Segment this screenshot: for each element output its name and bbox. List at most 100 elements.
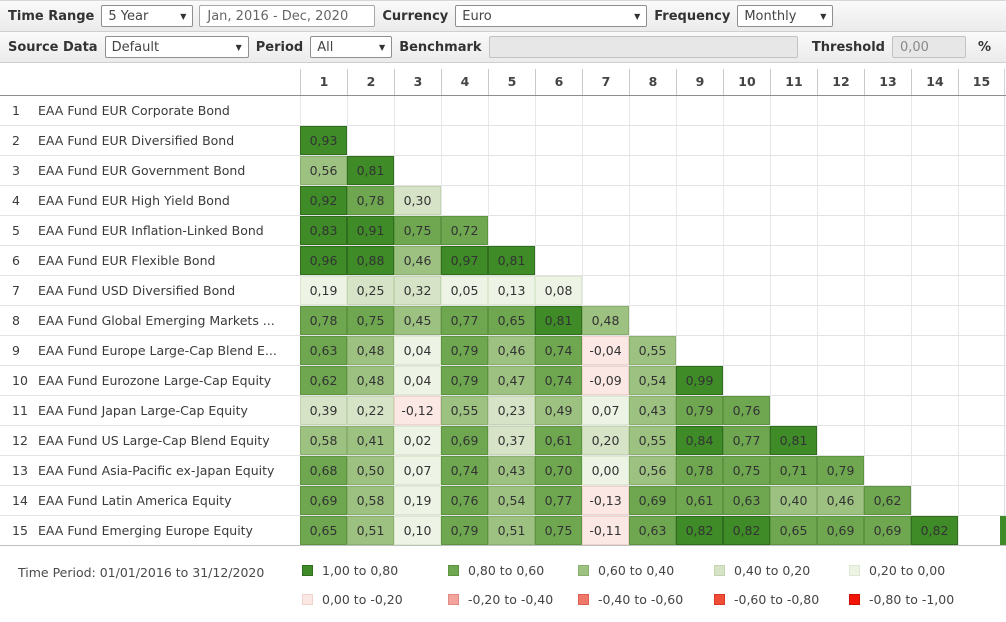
matrix-cell: -0,04 bbox=[582, 336, 629, 365]
matrix-cell: 0,93 bbox=[300, 126, 347, 155]
frequency-value: Monthly bbox=[744, 8, 797, 24]
time-range-select[interactable]: 5 Year ▼ bbox=[101, 5, 194, 27]
matrix-cell-empty bbox=[958, 336, 1005, 365]
matrix-cell: 0,91 bbox=[347, 216, 394, 245]
matrix-cell: 0,54 bbox=[488, 486, 535, 515]
date-range-value: Jan, 2016 - Dec, 2020 bbox=[207, 8, 349, 24]
matrix-cell: 0,65 bbox=[300, 516, 347, 545]
matrix-cell: 0,63 bbox=[629, 516, 676, 545]
period-label: Period bbox=[255, 39, 304, 55]
date-range-input[interactable]: Jan, 2016 - Dec, 2020 bbox=[199, 5, 376, 27]
matrix-cell-empty bbox=[911, 366, 958, 395]
frequency-label: Frequency bbox=[654, 8, 731, 24]
table-row: 4 EAA Fund EUR High Yield Bond 0,92 0,78 0,3… bbox=[0, 186, 1006, 216]
time-period-text: Time Period: 01/01/2016 to 31/12/2020 bbox=[18, 565, 265, 580]
matrix-cell: 0,45 bbox=[394, 306, 441, 335]
matrix-cell-empty bbox=[958, 126, 1005, 155]
benchmark-input[interactable] bbox=[488, 36, 798, 58]
threshold-label: Threshold bbox=[811, 39, 885, 55]
matrix-cell-empty bbox=[723, 96, 770, 125]
matrix-cell-empty bbox=[582, 276, 629, 305]
matrix-cell: 0,69 bbox=[629, 486, 676, 515]
matrix-cell-empty bbox=[441, 126, 488, 155]
matrix-cell-empty bbox=[958, 156, 1005, 185]
fund-row-label: 13 EAA Fund Asia-Pacific ex-Japan Equity bbox=[0, 456, 300, 485]
matrix-cell-empty bbox=[911, 426, 958, 455]
table-row: 6 EAA Fund EUR Flexible Bond 0,96 0,88 0,46 0… bbox=[0, 246, 1006, 276]
matrix-cell: 0,88 bbox=[347, 246, 394, 275]
matrix-cell-empty bbox=[629, 306, 676, 335]
matrix-cell-empty bbox=[911, 186, 958, 215]
fund-name: EAA Fund EUR Flexible Bond bbox=[38, 253, 216, 268]
matrix-cell: 0,08 bbox=[535, 276, 582, 305]
matrix-cell-empty bbox=[629, 246, 676, 275]
table-row: 1 EAA Fund EUR Corporate Bond bbox=[0, 96, 1006, 126]
matrix-cell-empty bbox=[676, 126, 723, 155]
matrix-cell: 0,76 bbox=[441, 486, 488, 515]
matrix-cell: 0,72 bbox=[441, 216, 488, 245]
chevron-down-icon: ▼ bbox=[820, 11, 827, 21]
fund-name: EAA Fund EUR High Yield Bond bbox=[38, 193, 230, 208]
row-number: 4 bbox=[12, 193, 20, 208]
matrix-cell-empty bbox=[629, 96, 676, 125]
matrix-cell-empty bbox=[488, 126, 535, 155]
column-header-2: 2 bbox=[347, 69, 394, 95]
matrix-cell-empty bbox=[723, 276, 770, 305]
matrix-cell-empty bbox=[676, 156, 723, 185]
period-select[interactable]: All ▼ bbox=[310, 36, 393, 58]
matrix-cell-empty bbox=[817, 306, 864, 335]
row-number: 9 bbox=[12, 343, 20, 358]
matrix-cell-empty bbox=[723, 216, 770, 245]
matrix-cell-empty bbox=[864, 456, 911, 485]
legend-label: 1,00 to 0,80 bbox=[322, 563, 399, 578]
matrix-cell-empty bbox=[300, 96, 347, 125]
fund-row-label: 1 EAA Fund EUR Corporate Bond bbox=[0, 96, 300, 125]
currency-label: Currency bbox=[382, 8, 449, 24]
currency-select[interactable]: Euro ▼ bbox=[455, 5, 648, 27]
matrix-cell: 0,75 bbox=[347, 306, 394, 335]
fund-name: EAA Fund Eurozone Large-Cap Equity bbox=[38, 373, 272, 388]
matrix-cell: 0,74 bbox=[535, 336, 582, 365]
matrix-cell-empty bbox=[394, 96, 441, 125]
column-header-4: 4 bbox=[441, 69, 488, 95]
matrix-cell-empty bbox=[582, 246, 629, 275]
fund-row-label: 10 EAA Fund Eurozone Large-Cap Equity bbox=[0, 366, 300, 395]
matrix-cell-empty bbox=[770, 186, 817, 215]
matrix-cell-empty bbox=[911, 246, 958, 275]
matrix-cell-empty bbox=[864, 366, 911, 395]
matrix-cell: 0,20 bbox=[582, 426, 629, 455]
legend-color-chip bbox=[448, 594, 459, 605]
matrix-cell-empty bbox=[441, 186, 488, 215]
matrix-cell-empty bbox=[676, 186, 723, 215]
matrix-cell: 0,63 bbox=[723, 486, 770, 515]
matrix-cell: 0,25 bbox=[347, 276, 394, 305]
fund-name: EAA Fund USD Diversified Bond bbox=[38, 283, 236, 298]
matrix-cell-empty bbox=[394, 156, 441, 185]
frequency-select[interactable]: Monthly ▼ bbox=[737, 5, 834, 27]
edge-cell-fragment bbox=[1000, 516, 1006, 545]
matrix-cell-empty bbox=[958, 216, 1005, 245]
matrix-cell-empty bbox=[864, 426, 911, 455]
matrix-cell-empty bbox=[958, 486, 1005, 515]
legend-item: 0,80 to 0,60 bbox=[448, 563, 578, 578]
column-header-1: 1 bbox=[300, 69, 347, 95]
matrix-cell: 0,48 bbox=[347, 336, 394, 365]
matrix-cell: 0,82 bbox=[911, 516, 958, 545]
matrix-cell-empty bbox=[582, 186, 629, 215]
matrix-cell-empty bbox=[911, 456, 958, 485]
matrix-cell: 0,23 bbox=[488, 396, 535, 425]
matrix-cell: 0,96 bbox=[300, 246, 347, 275]
legend-label: 0,60 to 0,40 bbox=[598, 563, 675, 578]
legend-label: -0,60 to -0,80 bbox=[734, 592, 820, 607]
matrix-cell: 0,77 bbox=[441, 306, 488, 335]
source-data-select[interactable]: Default ▼ bbox=[104, 36, 249, 58]
matrix-cell-empty bbox=[488, 96, 535, 125]
column-header-7: 7 bbox=[582, 69, 629, 95]
matrix-cell: 0,62 bbox=[300, 366, 347, 395]
matrix-cell-empty bbox=[629, 156, 676, 185]
matrix-cell: -0,12 bbox=[394, 396, 441, 425]
table-row: 12 EAA Fund US Large-Cap Blend Equity 0,58… bbox=[0, 426, 1006, 456]
matrix-cell: -0,11 bbox=[582, 516, 629, 545]
threshold-input[interactable] bbox=[891, 36, 966, 58]
table-row: 9 EAA Fund Europe Large-Cap Blend E... 0,6… bbox=[0, 336, 1006, 366]
